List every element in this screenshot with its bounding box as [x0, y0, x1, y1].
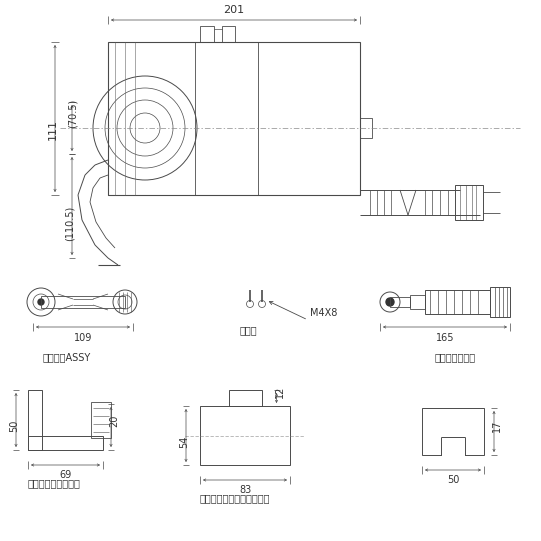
Bar [91, 402, 111, 438]
Text: 50: 50 [447, 475, 459, 485]
Text: 109: 109 [74, 333, 92, 343]
Bar [455, 185, 483, 220]
Circle shape [38, 299, 44, 305]
Bar [410, 295, 425, 309]
Text: 111: 111 [48, 118, 58, 140]
Bar [108, 42, 360, 195]
Bar [441, 454, 465, 458]
Text: 54: 54 [179, 436, 189, 448]
Text: 小ネジ: 小ネジ [240, 325, 258, 335]
Text: (110.5): (110.5) [65, 206, 75, 241]
Text: 165: 165 [436, 333, 454, 343]
Text: 201: 201 [223, 5, 245, 15]
Bar [41, 296, 125, 308]
Text: 12: 12 [274, 386, 285, 398]
Circle shape [386, 298, 394, 306]
Text: 20: 20 [109, 414, 119, 427]
Text: 83: 83 [239, 485, 251, 495]
Text: 50: 50 [9, 420, 19, 432]
Bar [28, 390, 42, 450]
Bar [422, 408, 484, 455]
Bar [200, 406, 290, 465]
Bar [222, 26, 235, 42]
Bar [425, 290, 490, 314]
Text: 本体施工用ソケットレンチ: 本体施工用ソケットレンチ [200, 493, 270, 503]
Bar [390, 297, 410, 307]
Bar [228, 390, 261, 406]
Bar [200, 26, 214, 42]
Text: 17: 17 [492, 419, 502, 432]
Bar [28, 436, 103, 450]
Bar [360, 118, 372, 138]
Bar [441, 454, 465, 459]
Text: ストレーナー網: ストレーナー網 [435, 352, 476, 362]
Text: 69: 69 [60, 470, 71, 480]
Text: (70.5): (70.5) [68, 99, 78, 128]
Text: M4X8: M4X8 [310, 308, 338, 318]
Bar [490, 287, 510, 317]
Text: リムノズルキャップ: リムノズルキャップ [28, 478, 81, 488]
Text: 定流品弁ASSY: 定流品弁ASSY [43, 352, 91, 362]
